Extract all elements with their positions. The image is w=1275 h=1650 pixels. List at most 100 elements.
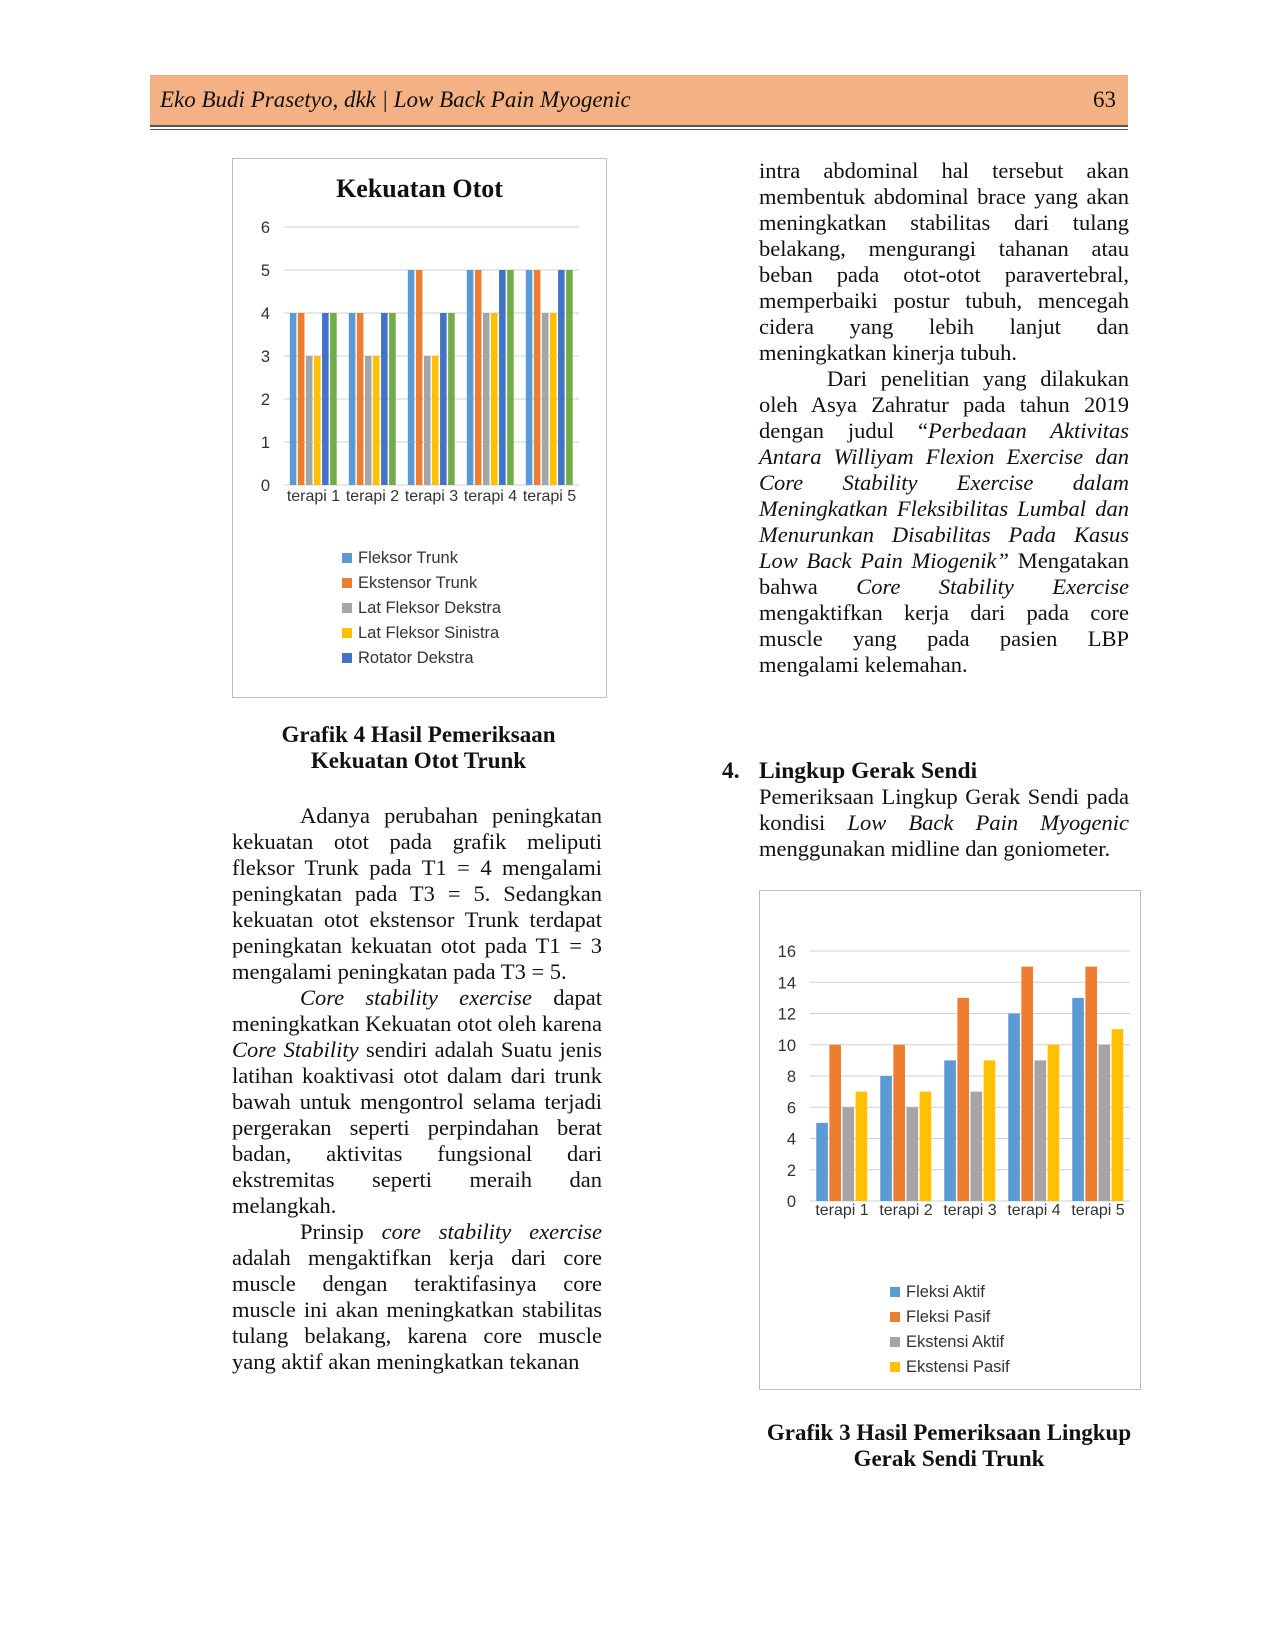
legend-item: Ekstensi Aktif — [890, 1333, 1004, 1352]
bar — [1098, 1044, 1111, 1201]
running-title: Eko Budi Prasetyo, dkk | Low Back Pain M… — [160, 87, 631, 112]
bar — [558, 270, 565, 485]
bar — [1111, 1029, 1124, 1201]
bar — [466, 270, 474, 485]
bar — [906, 1107, 919, 1201]
legend-item: Ekstensi Pasif — [890, 1358, 1010, 1377]
legend-label: Lat Fleksor Dekstra — [358, 599, 502, 617]
x-tick-label: terapi 5 — [1071, 1202, 1125, 1219]
legend-label: Lat Fleksor Sinistra — [358, 624, 500, 642]
bar — [330, 313, 337, 485]
text-run: Core stability exercise — [300, 985, 533, 1010]
text-run: Dari penelitian yang dilakukan oleh Asya… — [759, 366, 1129, 443]
x-tick-label: terapi 5 — [522, 488, 577, 505]
legend-swatch — [890, 1312, 900, 1322]
x-tick-label: terapi 4 — [463, 488, 518, 505]
bar — [491, 313, 498, 485]
paragraph: Prinsip core stability exercise adalah m… — [232, 1219, 602, 1375]
page-number: 63 — [1093, 87, 1116, 112]
chart-box: 0 2 4 6 8 10 12 14 16 terapi 1 terapi 2 terapi 3 ter… — [759, 890, 1141, 1390]
left-column: Adanya perubahan peningkatan kekuatan ot… — [232, 803, 602, 1375]
bar — [415, 270, 423, 485]
bar — [919, 1091, 932, 1201]
y-tick-label: 6 — [787, 1099, 796, 1117]
legend-swatch — [890, 1287, 900, 1297]
legend-swatch — [342, 553, 352, 563]
text-run: menggunakan midline dan goniometer. — [759, 836, 1111, 861]
y-tick-label: 2 — [787, 1162, 796, 1180]
paragraph: Dari penelitian yang dilakukan oleh Asya… — [759, 366, 1129, 678]
chart-box: Kekuatan Otot 0 1 2 3 4 5 6 terapi 1 terapi 2 tera… — [232, 158, 607, 698]
bar — [855, 1091, 868, 1201]
right-column: intra abdominal hal tersebut akan memben… — [759, 158, 1129, 678]
text-run: dapat meningkatkan Kekuatan otot oleh ka… — [232, 985, 602, 1036]
bar — [381, 313, 388, 485]
bar — [525, 270, 533, 485]
y-tick-label: 6 — [261, 219, 270, 237]
bar — [541, 313, 549, 485]
text-run: Core Stability Exercise — [856, 574, 1129, 599]
bar — [829, 1044, 841, 1201]
bar — [297, 313, 305, 485]
legend-label: Ekstensi Aktif — [906, 1333, 1005, 1351]
legend-item: Rotator Dekstra — [342, 649, 474, 668]
bar — [1008, 1013, 1020, 1201]
header-bar: Eko Budi Prasetyo, dkk | Low Back Pain M… — [150, 75, 1128, 127]
legend-label: Fleksi Aktif — [906, 1283, 985, 1301]
right-column: Pemeriksaan Lingkup Gerak Sendi pada kon… — [759, 784, 1129, 862]
legend-label: Rotator Dekstra — [358, 649, 474, 667]
y-tick-label: 0 — [787, 1193, 796, 1211]
legend-item: Fleksor Trunk — [342, 549, 458, 568]
caption: Grafik 3 Hasil Pemeriksaan Lingkup Gerak… — [766, 1420, 1132, 1471]
bar — [322, 313, 329, 485]
legend-label: Fleksor Trunk — [358, 549, 458, 567]
header-rule — [150, 129, 1128, 130]
text-run: mengaktifkan kerja dari pada core muscle… — [759, 600, 1129, 677]
bar — [305, 356, 313, 485]
legend-item: Fleksi Aktif — [890, 1283, 985, 1302]
bar — [482, 313, 490, 485]
bar — [550, 313, 557, 485]
y-tick-label: 5 — [261, 262, 270, 280]
bar — [289, 313, 297, 485]
bar — [533, 270, 541, 485]
legend-swatch — [342, 603, 352, 613]
paragraph: Adanya perubahan peningkatan kekuatan ot… — [232, 803, 602, 985]
bar — [448, 313, 455, 485]
text-run: Low Back Pain Myogenic — [847, 810, 1130, 835]
x-tick-label: terapi 2 — [879, 1202, 933, 1219]
bar — [314, 356, 321, 485]
text-run: sendiri adalah Suatu jenis latihan koakt… — [232, 1037, 602, 1218]
bar — [893, 1044, 905, 1201]
bar — [944, 1060, 956, 1201]
paragraph: intra abdominal hal tersebut akan memben… — [759, 158, 1129, 366]
y-tick-label: 2 — [261, 391, 270, 409]
bar — [1072, 997, 1084, 1201]
paragraph: Core stability exercise dapat meningkatk… — [232, 985, 602, 1219]
legend-item: Lat Fleksor Dekstra — [342, 599, 501, 618]
text-run: intra abdominal hal tersebut akan memben… — [759, 158, 1129, 365]
text-run: core stability exercise — [381, 1219, 602, 1244]
bar — [566, 270, 573, 485]
x-tick-label: terapi 2 — [345, 488, 400, 505]
caption: Grafik 4 Hasil Pemeriksaan Kekuatan Otot… — [281, 722, 556, 773]
bar — [880, 1076, 892, 1201]
chart-plot: Kekuatan Otot 0 1 2 3 4 5 6 — [261, 174, 579, 495]
x-tick-label: terapi 1 — [815, 1202, 869, 1219]
bar — [1085, 966, 1097, 1201]
legend-item: Lat Fleksor Sinistra — [342, 624, 499, 643]
legend-label: Fleksi Pasif — [906, 1308, 991, 1326]
y-tick-label: 4 — [787, 1131, 796, 1149]
legend-swatch — [890, 1337, 900, 1347]
bar — [364, 356, 372, 485]
legend-item: Ekstensor Trunk — [342, 574, 477, 593]
y-tick-label: 14 — [778, 974, 796, 992]
bar — [970, 1091, 983, 1201]
y-tick-label: 1 — [261, 434, 270, 452]
text-run: Pemeriksaan Lingkup Gerak Sendi pada kon… — [759, 784, 1129, 835]
legend-swatch — [890, 1362, 900, 1372]
x-tick-label: terapi 3 — [404, 488, 459, 505]
legend-swatch — [342, 578, 352, 588]
y-tick-label: 12 — [778, 1006, 796, 1024]
